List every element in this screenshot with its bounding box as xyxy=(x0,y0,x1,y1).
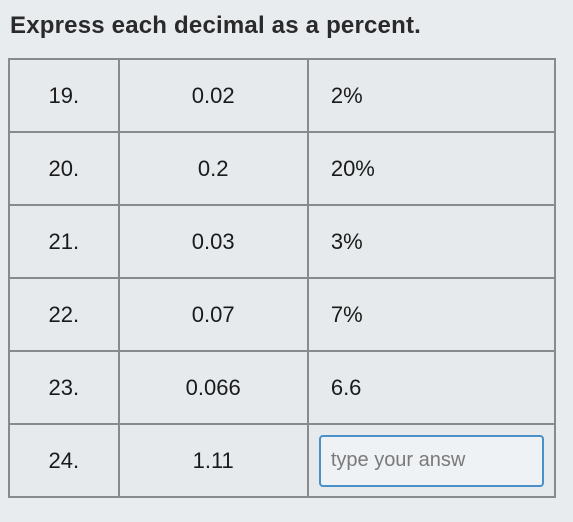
decimal-percent-table: 19. 0.02 2% 20. 0.2 20% 21. 0.03 3% 22. … xyxy=(8,58,556,498)
decimal-value: 1.11 xyxy=(119,424,308,497)
answer-input[interactable]: type your answ xyxy=(319,435,544,487)
decimal-value: 0.07 xyxy=(119,278,308,351)
input-placeholder: type your answ xyxy=(331,449,466,472)
problem-number: 24. xyxy=(9,424,119,497)
decimal-value: 0.03 xyxy=(119,205,308,278)
percent-answer: 6.6 xyxy=(308,351,555,424)
problem-number: 22. xyxy=(9,278,119,351)
instruction-heading: Express each decimal as a percent. xyxy=(10,12,565,40)
table-row: 20. 0.2 20% xyxy=(9,132,555,205)
percent-answer: 3% xyxy=(308,205,555,278)
table-row: 24. 1.11 type your answ xyxy=(9,424,555,497)
decimal-value: 0.02 xyxy=(119,59,308,132)
decimal-value: 0.066 xyxy=(119,351,308,424)
problem-number: 19. xyxy=(9,59,119,132)
table-row: 19. 0.02 2% xyxy=(9,59,555,132)
problem-number: 21. xyxy=(9,205,119,278)
percent-answer: 7% xyxy=(308,278,555,351)
problem-number: 20. xyxy=(9,132,119,205)
problem-number: 23. xyxy=(9,351,119,424)
answer-input-cell: type your answ xyxy=(308,424,555,497)
decimal-value: 0.2 xyxy=(119,132,308,205)
table-row: 22. 0.07 7% xyxy=(9,278,555,351)
percent-answer: 20% xyxy=(308,132,555,205)
table-row: 23. 0.066 6.6 xyxy=(9,351,555,424)
percent-answer: 2% xyxy=(308,59,555,132)
table-row: 21. 0.03 3% xyxy=(9,205,555,278)
